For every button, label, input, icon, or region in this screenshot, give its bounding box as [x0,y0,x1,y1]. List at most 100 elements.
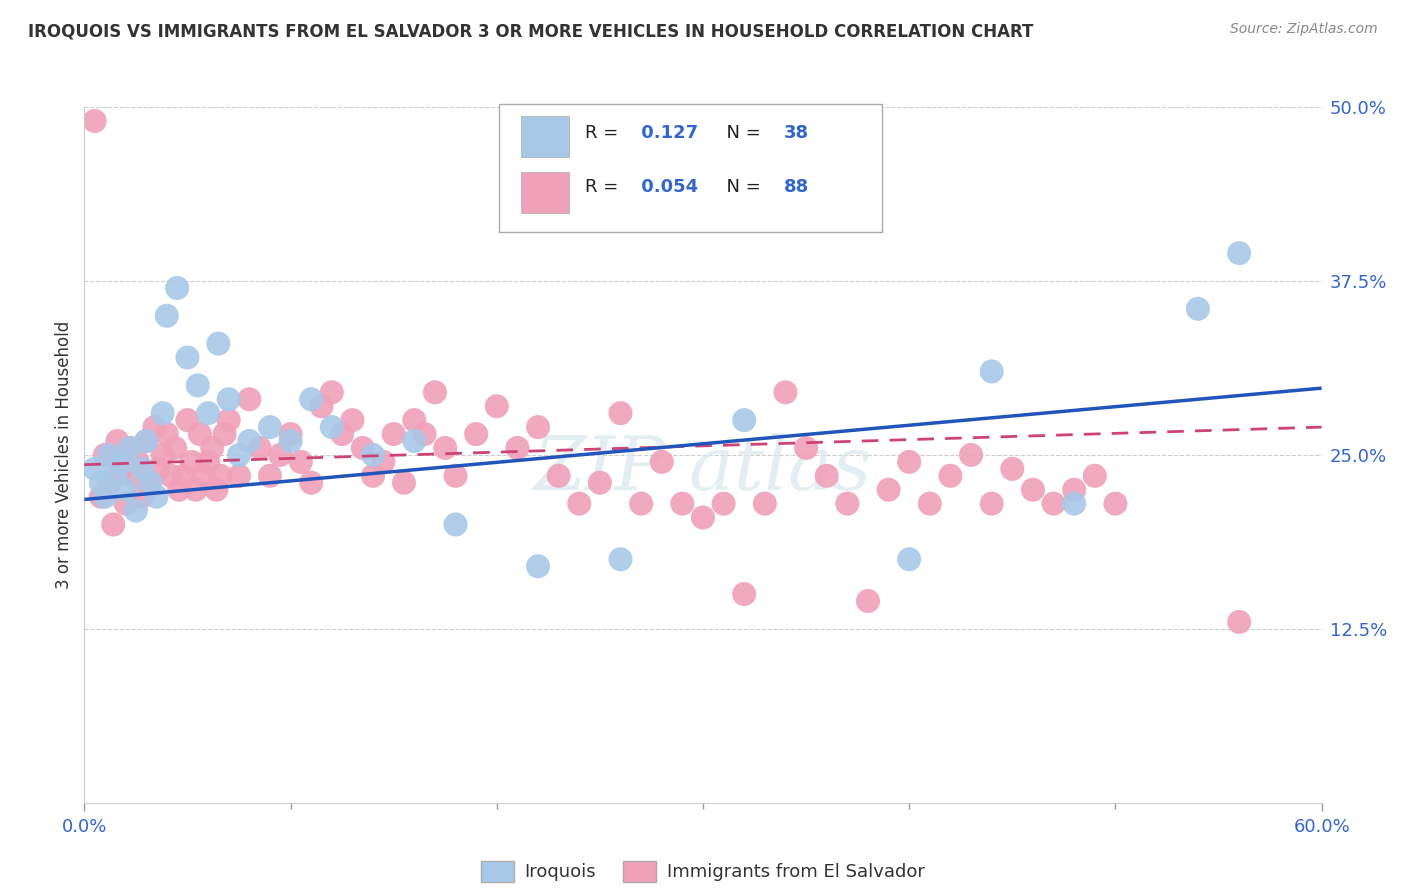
Point [404,434,426,448]
Point [214,427,236,442]
Y-axis label: 3 or more Vehicles in Household: 3 or more Vehicles in Household [55,321,73,589]
Point [167,483,190,497]
Point [238,392,260,407]
Point [877,483,900,497]
Point [733,413,755,427]
Point [898,552,921,566]
Text: 0.054: 0.054 [636,178,697,196]
Point [713,497,735,511]
Text: 88: 88 [783,178,808,196]
Point [94,490,117,504]
FancyBboxPatch shape [522,172,569,213]
Point [176,351,198,365]
Point [125,503,148,517]
Point [160,468,183,483]
Point [122,468,145,483]
Point [299,392,322,407]
Point [180,455,202,469]
Point [90,490,112,504]
Point [143,420,166,434]
Point [980,497,1002,511]
Text: Source: ZipAtlas.com: Source: ZipAtlas.com [1230,22,1378,37]
Point [1084,468,1107,483]
Point [413,427,436,442]
Point [228,448,250,462]
Point [166,281,188,295]
Point [94,448,117,462]
Point [249,441,271,455]
Point [145,490,167,504]
Point [671,497,693,511]
Point [218,392,240,407]
Text: N =: N = [716,178,766,196]
Point [1104,497,1126,511]
Point [103,517,125,532]
Point [392,475,415,490]
Point [754,497,776,511]
Point [651,455,673,469]
Point [131,462,153,476]
Point [361,448,384,462]
Point [918,497,941,511]
Point [898,455,921,469]
Point [156,309,179,323]
Point [382,427,405,442]
FancyBboxPatch shape [522,116,569,157]
Point [184,483,207,497]
Point [110,462,132,476]
Point [280,434,302,448]
Text: 38: 38 [783,124,808,142]
Point [1022,483,1045,497]
Point [733,587,755,601]
Point [105,434,128,448]
Point [330,427,353,442]
Point [423,385,446,400]
Point [939,468,962,483]
Point [1042,497,1064,511]
Text: R =: R = [585,178,624,196]
Text: R =: R = [585,124,624,142]
FancyBboxPatch shape [499,103,883,232]
Point [299,475,322,490]
Point [342,413,364,427]
Point [238,434,260,448]
Text: ZIP atlas: ZIP atlas [534,433,872,505]
Point [280,427,302,442]
Point [172,468,194,483]
Point [506,441,529,455]
Point [837,497,859,511]
Point [1063,497,1085,511]
Point [118,441,141,455]
Point [527,559,550,574]
Point [794,441,817,455]
Point [165,441,187,455]
Point [547,468,569,483]
Point [83,114,105,128]
Point [209,468,232,483]
Point [609,406,631,420]
Point [465,427,488,442]
Point [127,455,149,469]
Point [188,427,211,442]
Point [187,378,209,392]
Point [218,413,240,427]
Point [228,468,250,483]
Point [960,448,983,462]
Point [193,468,215,483]
Point [259,468,281,483]
Text: IROQUOIS VS IMMIGRANTS FROM EL SALVADOR 3 OR MORE VEHICLES IN HOUSEHOLD CORRELAT: IROQUOIS VS IMMIGRANTS FROM EL SALVADOR … [28,22,1033,40]
Point [90,475,112,490]
Point [139,475,162,490]
Point [444,517,467,532]
Point [373,455,395,469]
Point [156,427,179,442]
Point [321,385,343,400]
Point [444,468,467,483]
Point [568,497,591,511]
Point [321,420,343,434]
Point [815,468,838,483]
Point [207,336,229,351]
Point [269,448,291,462]
Point [980,364,1002,378]
Text: 0.127: 0.127 [636,124,697,142]
